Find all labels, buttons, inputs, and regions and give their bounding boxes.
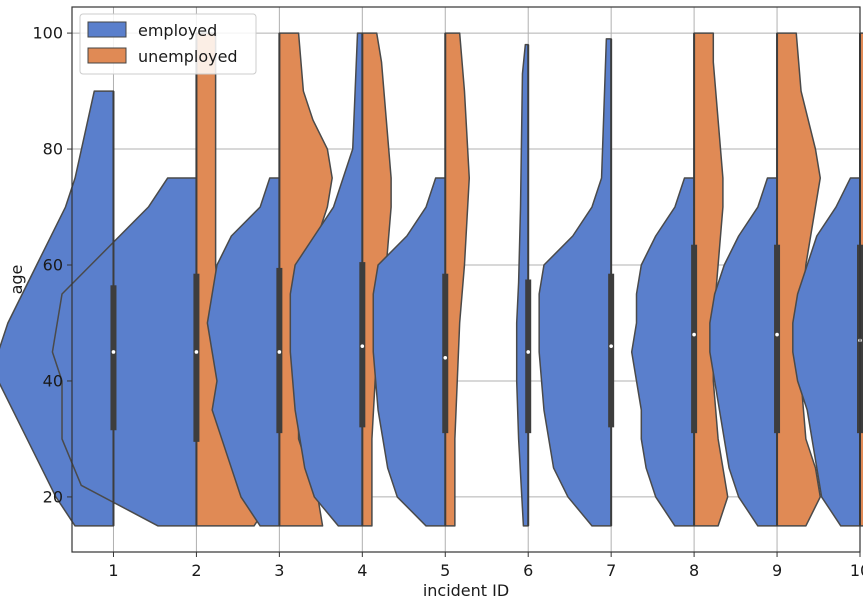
legend-label-unemployed: unemployed: [138, 47, 238, 66]
violin-half-employed: [538, 38, 612, 527]
x-tick-label: 1: [108, 561, 118, 580]
violins: [0, 32, 863, 527]
median-dot-6: [526, 350, 531, 354]
violin-half-employed: [709, 177, 778, 527]
violin-half-employed: [630, 177, 695, 527]
x-tick-label: 5: [440, 561, 450, 580]
median-dot-4: [360, 344, 365, 348]
iqr-box-2: [193, 273, 200, 442]
x-axis-ticks: 1 2 3 4 5 6 7 8 9 10: [108, 552, 863, 580]
violin-5: [372, 32, 471, 527]
y-tick-label: 100: [32, 24, 63, 43]
violin-half-employed: [51, 177, 198, 527]
violin-half-employed: [206, 177, 281, 527]
violin-half-unemployed: [444, 32, 471, 527]
x-tick-label: 3: [274, 561, 284, 580]
y-tick-label: 20: [43, 487, 63, 506]
plot-frame: [71, 6, 861, 553]
legend-label-employed: employed: [138, 21, 217, 40]
y-tick-label: 80: [43, 140, 63, 159]
x-tick-label: 8: [689, 561, 699, 580]
median-dot-1: [111, 350, 116, 354]
iqr-box-7: [608, 273, 615, 428]
legend-swatch-employed: [87, 21, 127, 38]
y-tick-label: 60: [43, 256, 63, 275]
x-tick-label: 7: [606, 561, 616, 580]
violin-8: [630, 32, 729, 527]
median-dot-3: [277, 350, 282, 354]
legend-swatch-unemployed: [87, 47, 127, 64]
x-tick-label: 9: [772, 561, 782, 580]
median-dot-9: [775, 332, 779, 337]
median-dot-5: [443, 355, 448, 360]
violin-half-unemployed: [693, 32, 729, 527]
median-dot-2: [194, 350, 199, 354]
iqr-box-9: [774, 244, 781, 434]
y-axis-label: age: [7, 265, 26, 295]
x-tick-label: 10: [850, 561, 863, 580]
iqr-box-1: [110, 285, 117, 431]
median-dot-8: [692, 332, 696, 337]
legend: employed unemployed: [79, 13, 257, 75]
violin-half-unemployed: [776, 32, 822, 527]
median-dot-7: [609, 344, 613, 348]
violin-9: [709, 32, 822, 527]
y-axis-ticks: 20 40 60 80 100: [32, 24, 72, 506]
violin-7: [538, 38, 612, 527]
iqr-box-8: [691, 244, 698, 434]
x-axis-label: incident ID: [423, 581, 509, 600]
violin-half-employed: [289, 32, 364, 527]
iqr-box-5: [442, 273, 449, 434]
violin-half-employed: [792, 177, 861, 527]
x-tick-label: 6: [523, 561, 533, 580]
x-tick-label: 4: [357, 561, 367, 580]
iqr-box-6: [525, 279, 532, 434]
y-tick-label: 40: [43, 371, 63, 390]
violin-half-employed: [372, 177, 447, 527]
x-tick-label: 2: [191, 561, 201, 580]
